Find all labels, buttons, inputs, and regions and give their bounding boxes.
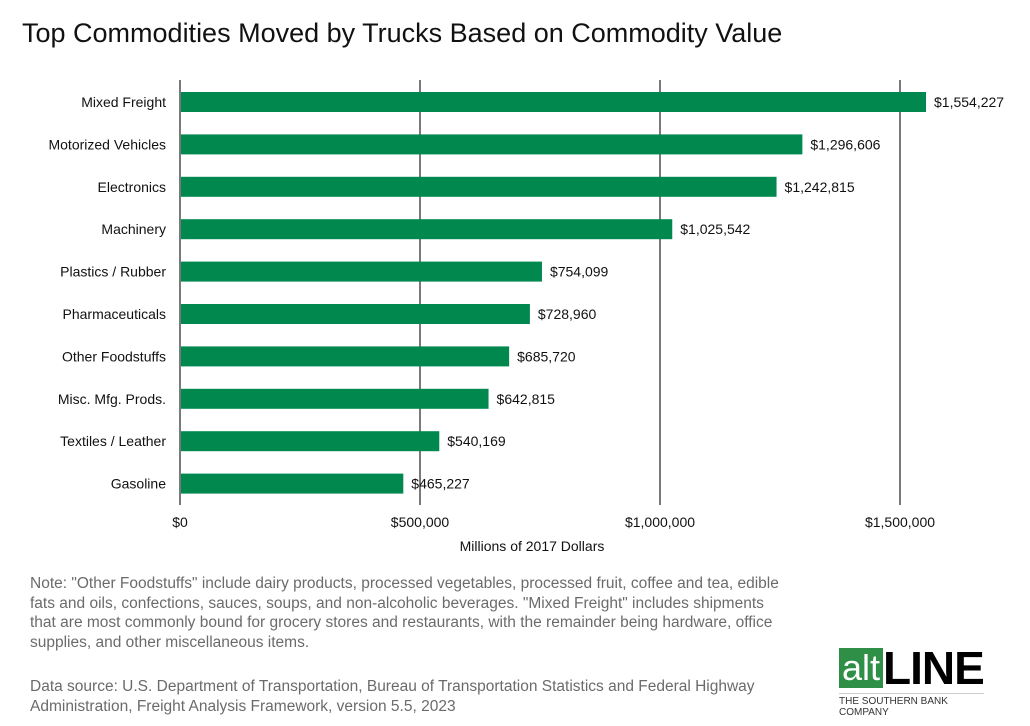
bar (181, 134, 803, 155)
data-label: $728,960 (538, 306, 597, 322)
category-label: Mixed Freight (81, 94, 166, 110)
chart-note: Note: "Other Foodstuffs" include dairy p… (30, 575, 779, 651)
category-label: Other Foodstuffs (62, 348, 166, 364)
data-label: $540,169 (447, 433, 506, 449)
bar (181, 176, 777, 197)
data-label: $1,296,606 (810, 136, 880, 152)
logo-alt: alt (839, 648, 884, 688)
data-label: $642,815 (497, 391, 556, 407)
altline-logo: altLINE THE SOUTHERN BANK COMPANY (839, 642, 985, 718)
data-label: $465,227 (411, 476, 470, 492)
data-label: $685,720 (517, 348, 576, 364)
logo-tagline: THE SOUTHERN BANK COMPANY (839, 696, 948, 718)
bar (181, 219, 673, 240)
category-label: Motorized Vehicles (48, 136, 166, 152)
bar (181, 304, 530, 324)
data-source: Data source: U.S. Department of Transpor… (30, 678, 755, 715)
logo-line: LINE (883, 642, 985, 694)
category-label: Machinery (101, 221, 166, 237)
x-tick-label: $1,000,000 (625, 514, 695, 530)
bar (181, 388, 489, 409)
category-label: Textiles / Leather (60, 433, 166, 449)
category-label: Misc. Mfg. Prods. (58, 391, 166, 407)
bar (181, 261, 542, 282)
category-label: Electronics (98, 179, 166, 195)
bar (181, 92, 927, 112)
x-axis-label: Millions of 2017 Dollars (460, 538, 605, 554)
x-tick-label: $1,500,000 (865, 514, 935, 530)
category-label: Pharmaceuticals (63, 306, 167, 322)
data-label: $754,099 (550, 264, 609, 280)
bar (181, 473, 404, 494)
category-label: Gasoline (111, 476, 166, 492)
data-label: $1,025,542 (680, 221, 750, 237)
bar-chart: $0 $500,000 $1,000,000 $1,500,000 Millions o… (48, 80, 1004, 554)
category-label: Plastics / Rubber (60, 264, 166, 280)
bar (181, 346, 510, 367)
chart-title: Top Commodities Moved by Trucks Based on… (22, 18, 783, 48)
x-tick-label: $0 (172, 514, 188, 530)
data-label: $1,242,815 (785, 179, 855, 195)
bar (181, 431, 440, 452)
data-label: $1,554,227 (934, 94, 1004, 110)
x-tick-label: $500,000 (391, 514, 450, 530)
